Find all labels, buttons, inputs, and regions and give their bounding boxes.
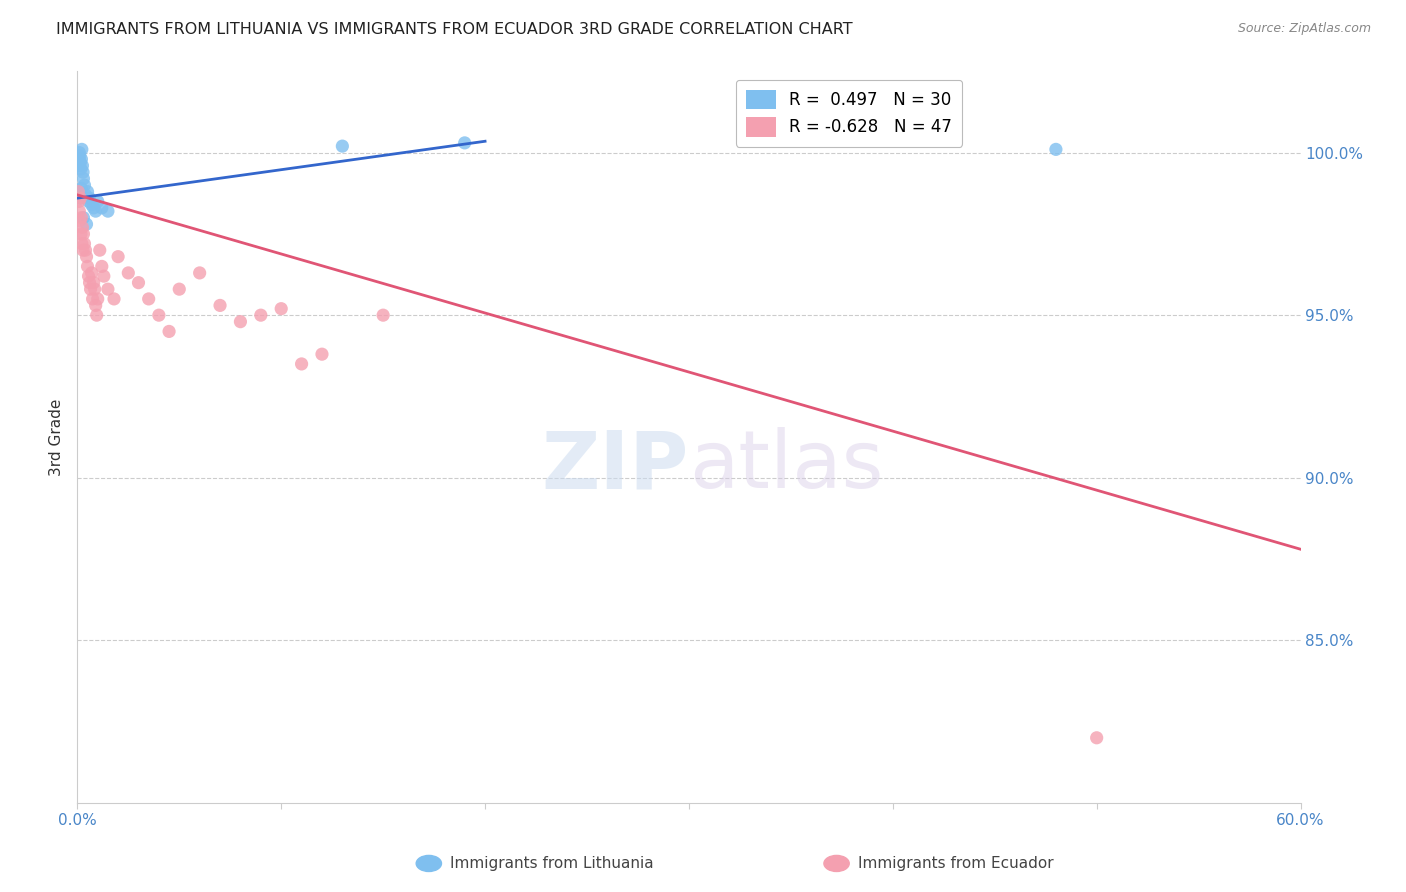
Point bbox=[83, 276, 105, 290]
Point bbox=[67, 145, 90, 160]
Point bbox=[75, 243, 97, 257]
Point bbox=[169, 282, 191, 296]
Text: ZIP: ZIP bbox=[541, 427, 689, 506]
Point bbox=[67, 204, 90, 219]
Point bbox=[70, 142, 93, 156]
Point bbox=[67, 159, 90, 173]
Point bbox=[83, 201, 105, 215]
Point bbox=[84, 298, 107, 312]
Point bbox=[76, 217, 98, 231]
Point bbox=[87, 292, 110, 306]
Point bbox=[157, 325, 180, 339]
Point bbox=[103, 292, 125, 306]
Point bbox=[371, 308, 394, 322]
Point bbox=[89, 243, 111, 257]
Point bbox=[70, 227, 93, 241]
Point bbox=[229, 315, 252, 329]
Point bbox=[117, 266, 139, 280]
Point bbox=[250, 308, 273, 322]
Point bbox=[80, 197, 103, 211]
Point bbox=[90, 260, 112, 274]
Point bbox=[270, 301, 292, 316]
Point bbox=[69, 191, 91, 205]
Text: Immigrants from Ecuador: Immigrants from Ecuador bbox=[858, 856, 1053, 871]
Point bbox=[86, 308, 108, 322]
Point bbox=[73, 178, 96, 193]
Point bbox=[1085, 731, 1108, 745]
Point bbox=[77, 194, 100, 209]
Point bbox=[75, 187, 97, 202]
Point bbox=[72, 211, 94, 225]
Point bbox=[83, 282, 105, 296]
Point bbox=[69, 214, 91, 228]
Point bbox=[80, 266, 103, 280]
Point bbox=[72, 243, 94, 257]
Text: Immigrants from Lithuania: Immigrants from Lithuania bbox=[450, 856, 654, 871]
Point bbox=[70, 152, 93, 166]
Legend: R =  0.497   N = 30, R = -0.628   N = 47: R = 0.497 N = 30, R = -0.628 N = 47 bbox=[735, 79, 962, 146]
Point bbox=[67, 185, 90, 199]
Point bbox=[79, 191, 101, 205]
Point bbox=[76, 250, 98, 264]
Point bbox=[128, 276, 150, 290]
Point bbox=[138, 292, 160, 306]
Point bbox=[70, 211, 93, 225]
Point bbox=[209, 298, 232, 312]
Text: IMMIGRANTS FROM LITHUANIA VS IMMIGRANTS FROM ECUADOR 3RD GRADE CORRELATION CHART: IMMIGRANTS FROM LITHUANIA VS IMMIGRANTS … bbox=[56, 22, 853, 37]
Point bbox=[69, 149, 91, 163]
Point bbox=[84, 204, 107, 219]
Text: atlas: atlas bbox=[689, 427, 883, 506]
Point bbox=[70, 181, 93, 195]
Point bbox=[69, 155, 91, 169]
Point bbox=[97, 282, 120, 296]
Point bbox=[72, 165, 94, 179]
Point bbox=[332, 139, 354, 153]
Point bbox=[77, 269, 100, 284]
Y-axis label: 3rd Grade: 3rd Grade bbox=[49, 399, 65, 475]
Point bbox=[79, 282, 101, 296]
Point bbox=[76, 260, 98, 274]
Point bbox=[67, 152, 90, 166]
Point bbox=[69, 191, 91, 205]
Point bbox=[70, 236, 93, 251]
Point bbox=[67, 185, 90, 199]
Point bbox=[291, 357, 314, 371]
Point bbox=[454, 136, 477, 150]
Point bbox=[87, 194, 110, 209]
Point bbox=[311, 347, 333, 361]
Point bbox=[82, 292, 104, 306]
Point bbox=[76, 185, 98, 199]
Point bbox=[70, 161, 93, 176]
Point bbox=[90, 201, 112, 215]
Point bbox=[188, 266, 211, 280]
Point bbox=[72, 220, 94, 235]
Point bbox=[1045, 142, 1067, 156]
Point bbox=[97, 204, 120, 219]
Point bbox=[72, 227, 94, 241]
Point bbox=[67, 194, 90, 209]
Point bbox=[107, 250, 129, 264]
Point bbox=[73, 236, 96, 251]
Point bbox=[72, 171, 94, 186]
Text: Source: ZipAtlas.com: Source: ZipAtlas.com bbox=[1237, 22, 1371, 36]
Point bbox=[79, 276, 101, 290]
Point bbox=[93, 269, 115, 284]
Point bbox=[148, 308, 170, 322]
Point bbox=[72, 159, 94, 173]
